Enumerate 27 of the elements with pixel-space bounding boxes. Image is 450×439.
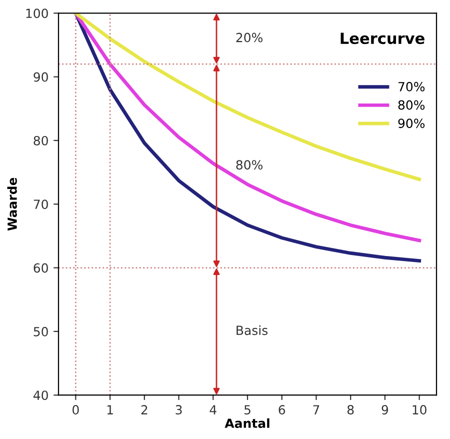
x-tick-label: 1 xyxy=(107,405,113,414)
x-tick-label: 6 xyxy=(278,405,286,414)
x-tick-label: 0 xyxy=(72,405,79,414)
x-axis-title: Aantal xyxy=(224,418,270,428)
text: Leercurve xyxy=(340,32,424,44)
x-tick-label: 4 xyxy=(210,405,216,414)
x-tick-label: 10 xyxy=(412,405,426,414)
y-tick-label: 60 xyxy=(34,263,48,273)
legend-label: 70% xyxy=(398,82,425,92)
annotation: 80% xyxy=(236,160,262,170)
y-tick-label: 70 xyxy=(34,200,48,210)
x-tick-label: 5 xyxy=(244,405,250,414)
x-tick-label: 8 xyxy=(347,405,354,414)
x-tick-label: 9 xyxy=(382,405,388,414)
y-tick-label: 80 xyxy=(34,136,48,146)
y-tick-label: 90 xyxy=(34,72,48,82)
y-tick-label: 40 xyxy=(33,390,48,400)
y-axis-title: Waarde xyxy=(7,178,17,231)
y-tick-label: 50 xyxy=(34,326,48,336)
y-tick-label: 100 xyxy=(26,8,48,18)
x-tick-label: 7 xyxy=(313,405,320,414)
x-tick-label: 2 xyxy=(141,405,148,414)
legend-label: 90% xyxy=(398,118,425,128)
annotation: Basis xyxy=(236,325,268,336)
legend-label: 80% xyxy=(398,100,425,110)
x-tick-label: 3 xyxy=(176,405,182,414)
annotation: 20% xyxy=(236,32,262,42)
